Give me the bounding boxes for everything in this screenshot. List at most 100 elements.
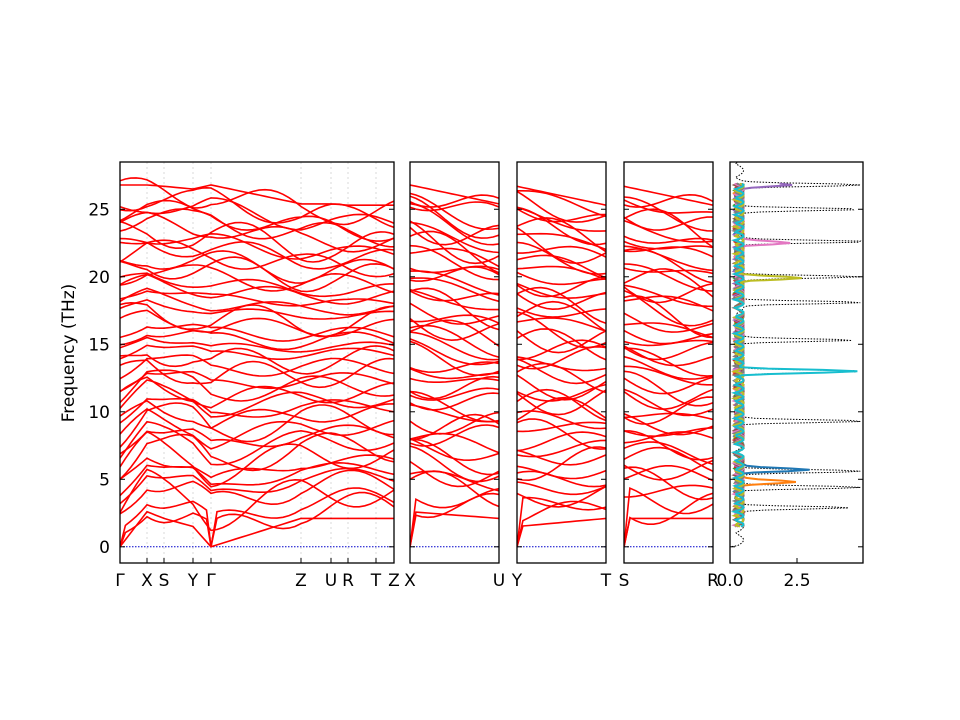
band-branch xyxy=(624,413,713,436)
band-branch xyxy=(517,485,606,508)
y-tick-label: 25 xyxy=(88,200,110,220)
band-branch xyxy=(410,314,499,324)
band-branch xyxy=(624,370,713,407)
y-tick-label: 20 xyxy=(88,268,110,288)
y-tick-label: 0 xyxy=(99,538,110,558)
band-branch xyxy=(410,288,499,311)
x-tick-label: S xyxy=(619,571,630,591)
band-branch xyxy=(517,396,606,421)
band-branch xyxy=(517,311,606,349)
x-tick-label: U xyxy=(493,571,505,591)
band-branch xyxy=(410,184,499,205)
band-branch xyxy=(120,454,394,481)
x-tick-label: T xyxy=(370,571,382,591)
band-branch xyxy=(517,481,606,496)
x-tick-label: T xyxy=(600,571,612,591)
total-dos-line xyxy=(730,162,862,563)
band-branch xyxy=(517,421,606,433)
band-branch xyxy=(410,511,499,547)
band-branch xyxy=(517,190,606,218)
band-branch xyxy=(410,302,499,325)
band-branch xyxy=(624,193,713,208)
band-branch xyxy=(410,377,499,383)
band-branch xyxy=(624,388,713,410)
panel-5: 0.0 2.5 xyxy=(716,161,864,591)
band-branch xyxy=(624,185,713,206)
band-branch xyxy=(120,469,394,515)
band-branch xyxy=(410,290,499,302)
band-branch xyxy=(410,277,499,303)
band-branch xyxy=(517,190,606,223)
band-branch xyxy=(624,240,713,250)
band-branch xyxy=(410,424,499,447)
band-branch xyxy=(410,192,499,231)
band-branch xyxy=(410,470,499,508)
x-tick-label: X xyxy=(404,571,416,591)
band-branch xyxy=(120,379,394,418)
x-tick-label: Y xyxy=(187,571,199,591)
band-branch xyxy=(410,201,499,212)
x-tick-label: Z xyxy=(388,571,400,591)
band-branch xyxy=(410,195,499,239)
y-axis-title: Frequency (THz) xyxy=(59,284,79,423)
band-branch xyxy=(517,389,606,416)
band-branch xyxy=(517,317,606,332)
band-branch xyxy=(410,487,499,547)
plot-area xyxy=(120,162,394,563)
band-branch xyxy=(517,271,606,286)
plot-area xyxy=(410,184,499,548)
band-branch xyxy=(517,339,606,361)
band-branch xyxy=(120,491,394,548)
band-branch xyxy=(517,465,606,480)
band-branch xyxy=(624,216,713,231)
band-branch xyxy=(410,319,499,347)
band-branch xyxy=(517,500,606,547)
band-branch xyxy=(120,461,394,497)
band-branch xyxy=(120,424,394,455)
band-branch xyxy=(624,430,713,461)
band-branch xyxy=(410,340,499,377)
band-branch xyxy=(517,300,606,333)
band-branch xyxy=(120,199,394,242)
x-tick-label: 0.0 xyxy=(716,571,743,591)
band-branch xyxy=(517,358,606,385)
x-tick-label: U xyxy=(325,571,337,591)
y-tick-label: 10 xyxy=(88,403,110,423)
x-tick-label: R xyxy=(707,571,719,591)
band-branch xyxy=(410,194,499,208)
band-branch xyxy=(410,331,499,361)
band-branch xyxy=(120,299,394,320)
band-branch xyxy=(120,256,394,293)
band-branch xyxy=(410,492,499,547)
band-branch xyxy=(517,254,606,279)
band-branch xyxy=(624,341,713,361)
axes-frame xyxy=(729,161,864,564)
band-branch xyxy=(517,517,606,548)
partial-dos-line xyxy=(730,182,858,528)
band-branch xyxy=(120,345,394,375)
band-branch xyxy=(410,324,499,358)
band-branch xyxy=(410,361,499,374)
band-branch xyxy=(517,431,606,452)
band-branch xyxy=(624,484,713,498)
band-branch xyxy=(120,250,394,284)
band-branch xyxy=(517,286,606,325)
band-branch xyxy=(120,336,394,353)
band-branch xyxy=(624,245,713,272)
band-branch xyxy=(624,412,713,421)
band-branch xyxy=(410,244,499,281)
band-branch xyxy=(624,347,713,377)
axes-frame xyxy=(516,161,607,564)
band-branch xyxy=(517,418,606,450)
band-branch xyxy=(624,329,713,345)
band-branch xyxy=(120,309,394,338)
band-branch xyxy=(120,432,394,480)
x-tick-label: R xyxy=(342,571,354,591)
band-branch xyxy=(410,404,499,423)
band-branch xyxy=(120,237,394,270)
band-branch xyxy=(120,272,394,298)
band-branch xyxy=(120,290,394,307)
band-branch xyxy=(517,208,606,223)
